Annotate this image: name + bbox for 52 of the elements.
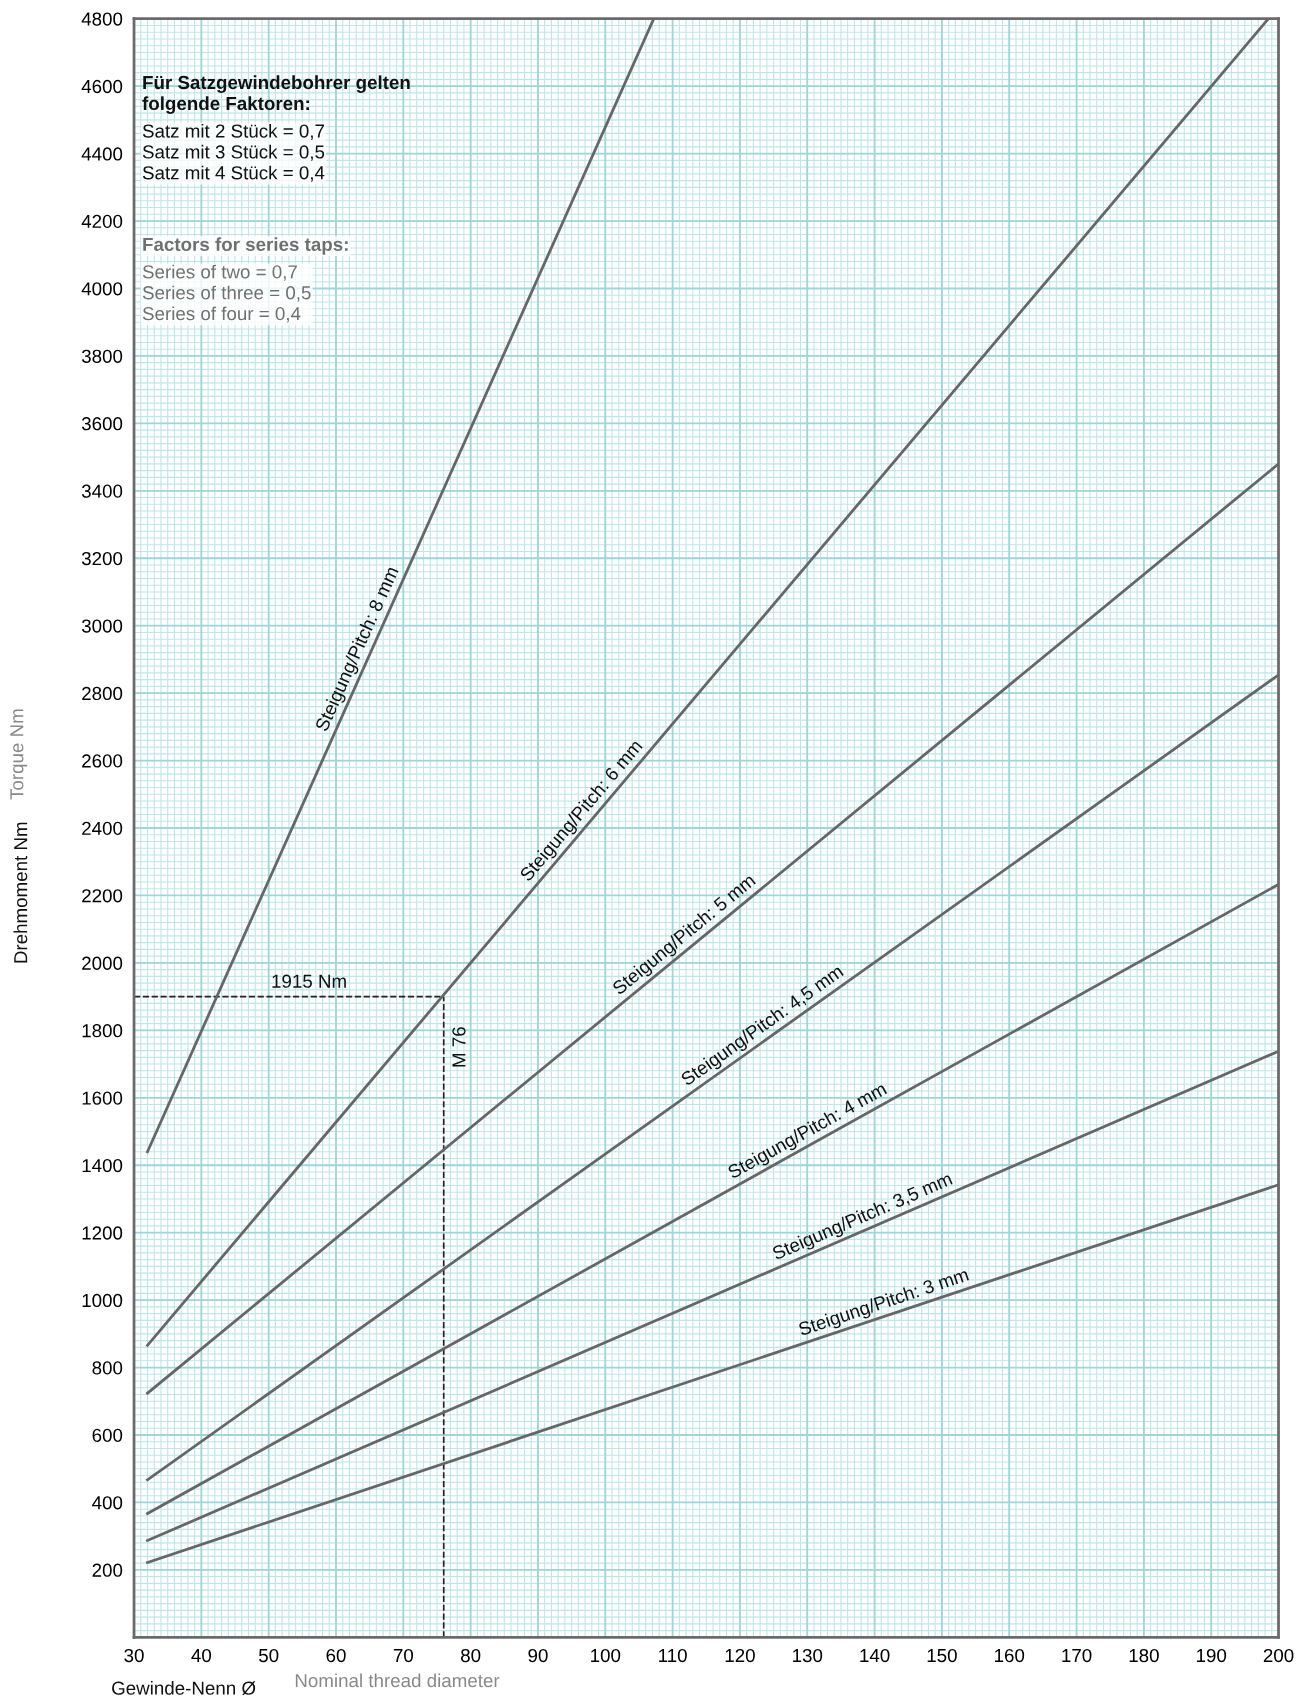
y-tick-label: 400	[92, 1496, 123, 1510]
x-tick-label: 180	[1129, 1648, 1159, 1663]
x-tick-label: 90	[528, 1648, 548, 1663]
x-tick-label: 70	[393, 1648, 414, 1663]
x-tick-label: 130	[793, 1648, 823, 1663]
y-tick-label: 1800	[82, 1024, 123, 1038]
x-tick-label: 190	[1196, 1648, 1227, 1663]
y-tick-label: 4400	[81, 147, 123, 161]
x-tick-label: 40	[191, 1648, 212, 1663]
x-tick-label: 170	[1062, 1648, 1092, 1663]
x-tick-label: 160	[995, 1648, 1025, 1663]
y-tick-label: 2200	[82, 889, 123, 903]
annotation: Factors for series taps:	[143, 237, 348, 255]
x-tick-label: 200	[1263, 1648, 1294, 1663]
x-tick-label: 100	[591, 1648, 621, 1663]
x-tick-label: 50	[259, 1648, 279, 1663]
y-tick-label: 1600	[82, 1091, 123, 1105]
x-axis-title: Gewinde-Nenn Ø	[112, 1681, 256, 1696]
y-tick-label: 2000	[82, 956, 123, 970]
y-tick-label: 2400	[82, 821, 123, 835]
ref-line-label: M 76	[452, 1027, 466, 1067]
annotation: Series of two = 0,7 Series of three = 0,5 Series of four = 0,4	[142, 264, 311, 323]
y-tick-label: 4000	[81, 282, 123, 296]
y-tick-label: 2800	[82, 686, 123, 701]
x-tick-label: 60	[326, 1648, 346, 1663]
y-tick-label: 3200	[81, 551, 123, 566]
x-tick-label: 110	[659, 1648, 687, 1663]
y-tick-label: 200	[92, 1563, 123, 1577]
y-tick-label: 4800	[81, 12, 123, 26]
x-tick-label: 30	[124, 1648, 144, 1663]
y-tick-label: 3800	[81, 349, 123, 363]
y-tick-label: 600	[92, 1428, 123, 1442]
y-tick-label: 3400	[81, 484, 123, 498]
y-tick-label: 4200	[81, 214, 123, 229]
x-tick-label: 120	[725, 1648, 755, 1663]
y-tick-label: 1000	[82, 1293, 123, 1308]
y-tick-label: 3000	[81, 619, 123, 633]
y-tick-label: 3600	[81, 417, 123, 431]
y-axis-title: Drehmoment Nm	[13, 822, 28, 963]
annotation: Für Satzgewindebohrer gelten folgende Faktoren:	[142, 75, 410, 114]
text: Nominal thread diameter	[295, 1673, 500, 1688]
x-tick-label: 150	[927, 1648, 957, 1663]
y-tick-label: 4600	[81, 79, 123, 94]
x-tick-label: 80	[461, 1648, 481, 1663]
y-tick-label: 2600	[82, 754, 123, 768]
annotation: Satz mit 2 Stück = 0,7 Satz mit 3 Stück = 0,5 Satz mit 4 Stück = 0,4	[142, 123, 325, 182]
text: Torque Nm	[10, 709, 28, 800]
y-tick-label: 1400	[82, 1158, 123, 1173]
ref-line-label: 1915 Nm	[272, 974, 346, 988]
y-tick-label: 1200	[82, 1226, 123, 1240]
x-tick-label: 140	[860, 1648, 890, 1663]
y-tick-label: 800	[92, 1361, 123, 1375]
